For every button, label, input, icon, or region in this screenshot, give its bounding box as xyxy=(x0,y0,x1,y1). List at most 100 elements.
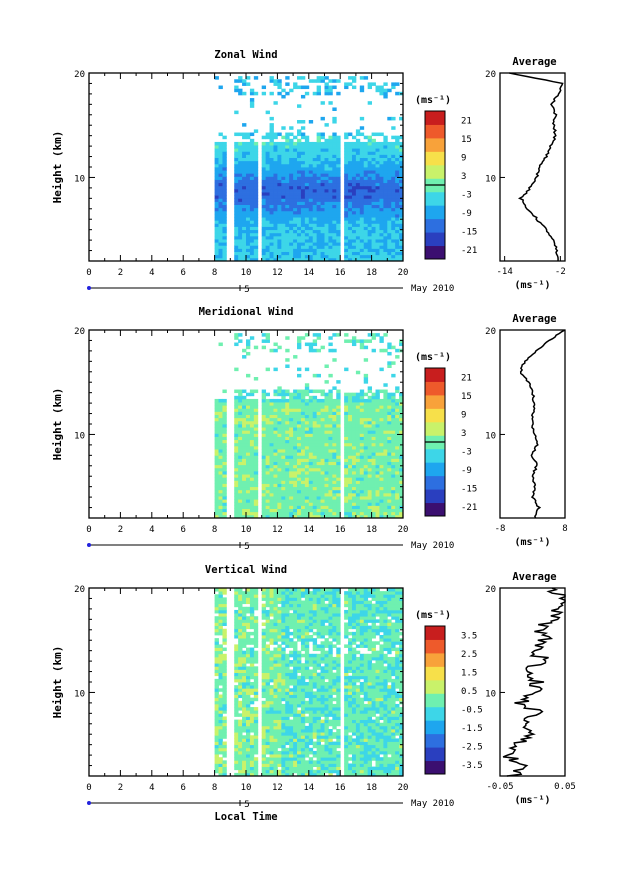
heatmap-cell xyxy=(281,395,286,400)
heatmap-cell xyxy=(246,132,251,137)
heatmap-cell xyxy=(351,452,357,456)
heatmap-cell xyxy=(391,173,396,177)
heatmap-cell xyxy=(269,685,274,689)
heatmap-cell xyxy=(249,452,255,456)
heatmap-cell xyxy=(265,405,270,409)
heatmap-cell xyxy=(300,496,306,500)
heatmap-cell xyxy=(328,242,333,246)
heatmap-cell xyxy=(316,242,321,246)
heatmap-cell xyxy=(269,719,274,724)
heatmap-cell xyxy=(363,392,369,397)
heatmap-cell xyxy=(238,666,243,670)
heatmap-cell xyxy=(328,101,333,105)
heatmap-cell xyxy=(363,471,369,475)
heatmap-cell xyxy=(234,154,239,158)
heatmap-cell xyxy=(391,141,396,146)
heatmap-cell xyxy=(383,508,388,513)
heatmap-cell xyxy=(324,160,329,165)
heatmap-cell xyxy=(281,766,286,771)
heatmap-cell xyxy=(371,408,376,412)
heatmap-cell xyxy=(293,179,298,184)
heatmap-cell xyxy=(399,257,404,262)
heatmap-cell xyxy=(300,179,306,184)
heatmap-cell xyxy=(285,609,290,614)
heatmap-cell xyxy=(332,141,337,146)
heatmap-cell xyxy=(246,185,251,190)
heatmap-cell xyxy=(363,358,369,362)
heatmap-cell xyxy=(387,442,392,447)
heatmap-cell xyxy=(297,452,302,456)
heatmap-cell xyxy=(238,685,243,689)
heatmap-cell xyxy=(246,163,251,168)
heatmap-cell xyxy=(273,417,278,422)
heatmap-cell xyxy=(218,471,223,475)
heatmap-cell xyxy=(261,91,267,96)
heatmap-cell xyxy=(285,430,290,434)
heatmap-cell xyxy=(214,625,219,630)
heatmap-cell xyxy=(238,694,243,699)
heatmap-cell xyxy=(355,436,361,441)
heatmap-cell xyxy=(265,242,270,246)
heatmap-cell xyxy=(234,198,239,202)
heatmap-cell xyxy=(265,700,270,705)
heatmap-cell xyxy=(328,430,333,434)
heatmap-cell xyxy=(383,138,388,143)
heatmap-cell xyxy=(281,207,286,212)
heatmap-cell xyxy=(238,420,243,425)
heatmap-cell xyxy=(371,417,376,422)
heatmap-cell xyxy=(304,188,310,193)
heatmap-cell xyxy=(261,339,267,343)
heatmap-cell xyxy=(363,245,369,249)
heatmap-cell xyxy=(265,489,270,494)
heatmap-cell xyxy=(371,486,376,491)
heatmap-cell xyxy=(363,160,369,165)
heatmap-cell xyxy=(238,707,243,711)
heatmap-cell xyxy=(308,257,314,262)
heatmap-cell xyxy=(277,691,282,695)
heatmap-cell xyxy=(332,217,337,221)
heatmap-cell xyxy=(273,405,278,409)
heatmap-cell xyxy=(261,398,267,403)
heatmap-cell xyxy=(265,496,270,500)
heatmap-cell xyxy=(304,386,310,390)
heatmap-cell xyxy=(234,342,239,347)
heatmap-cell xyxy=(277,719,282,724)
heatmap-cell xyxy=(285,688,290,692)
heatmap-cell xyxy=(351,192,357,196)
heatmap-cell xyxy=(359,185,365,190)
heatmap-cell xyxy=(308,408,314,412)
heatmap-cell xyxy=(285,666,290,670)
heatmap-cell xyxy=(249,666,255,670)
heatmap-cell xyxy=(261,408,267,412)
heatmap-cell xyxy=(297,464,302,469)
heatmap-cell xyxy=(234,669,239,673)
heatmap-cell xyxy=(297,367,302,372)
heatmap-cell xyxy=(218,650,223,655)
heatmap-cell xyxy=(249,464,255,469)
heatmap-cell xyxy=(261,179,267,184)
heatmap-cell xyxy=(293,471,298,475)
heatmap-cell xyxy=(328,427,333,431)
heatmap-cell xyxy=(277,594,282,598)
heatmap-cell xyxy=(320,508,325,513)
heatmap-cell xyxy=(218,514,223,519)
heatmap-cell xyxy=(297,167,302,171)
heatmap-cell xyxy=(336,245,341,249)
heatmap-cell xyxy=(214,148,219,152)
heatmap-cell xyxy=(363,496,369,500)
heatmap-cell xyxy=(222,182,227,187)
heatmap-cell xyxy=(304,248,310,252)
heatmap-cell xyxy=(399,145,404,149)
heatmap-cell xyxy=(277,179,282,184)
heatmap-cell xyxy=(273,226,278,231)
heatmap-cell xyxy=(300,167,306,171)
heatmap-cell xyxy=(348,248,353,252)
heatmap-cell xyxy=(218,408,223,412)
heatmap-cell xyxy=(281,594,286,598)
heatmap-cell xyxy=(253,176,259,180)
heatmap-cell xyxy=(399,445,404,450)
heatmap-cell xyxy=(320,182,325,187)
heatmap-cell xyxy=(249,669,255,673)
heatmap-cell xyxy=(297,486,302,491)
heatmap-cell xyxy=(265,145,270,149)
